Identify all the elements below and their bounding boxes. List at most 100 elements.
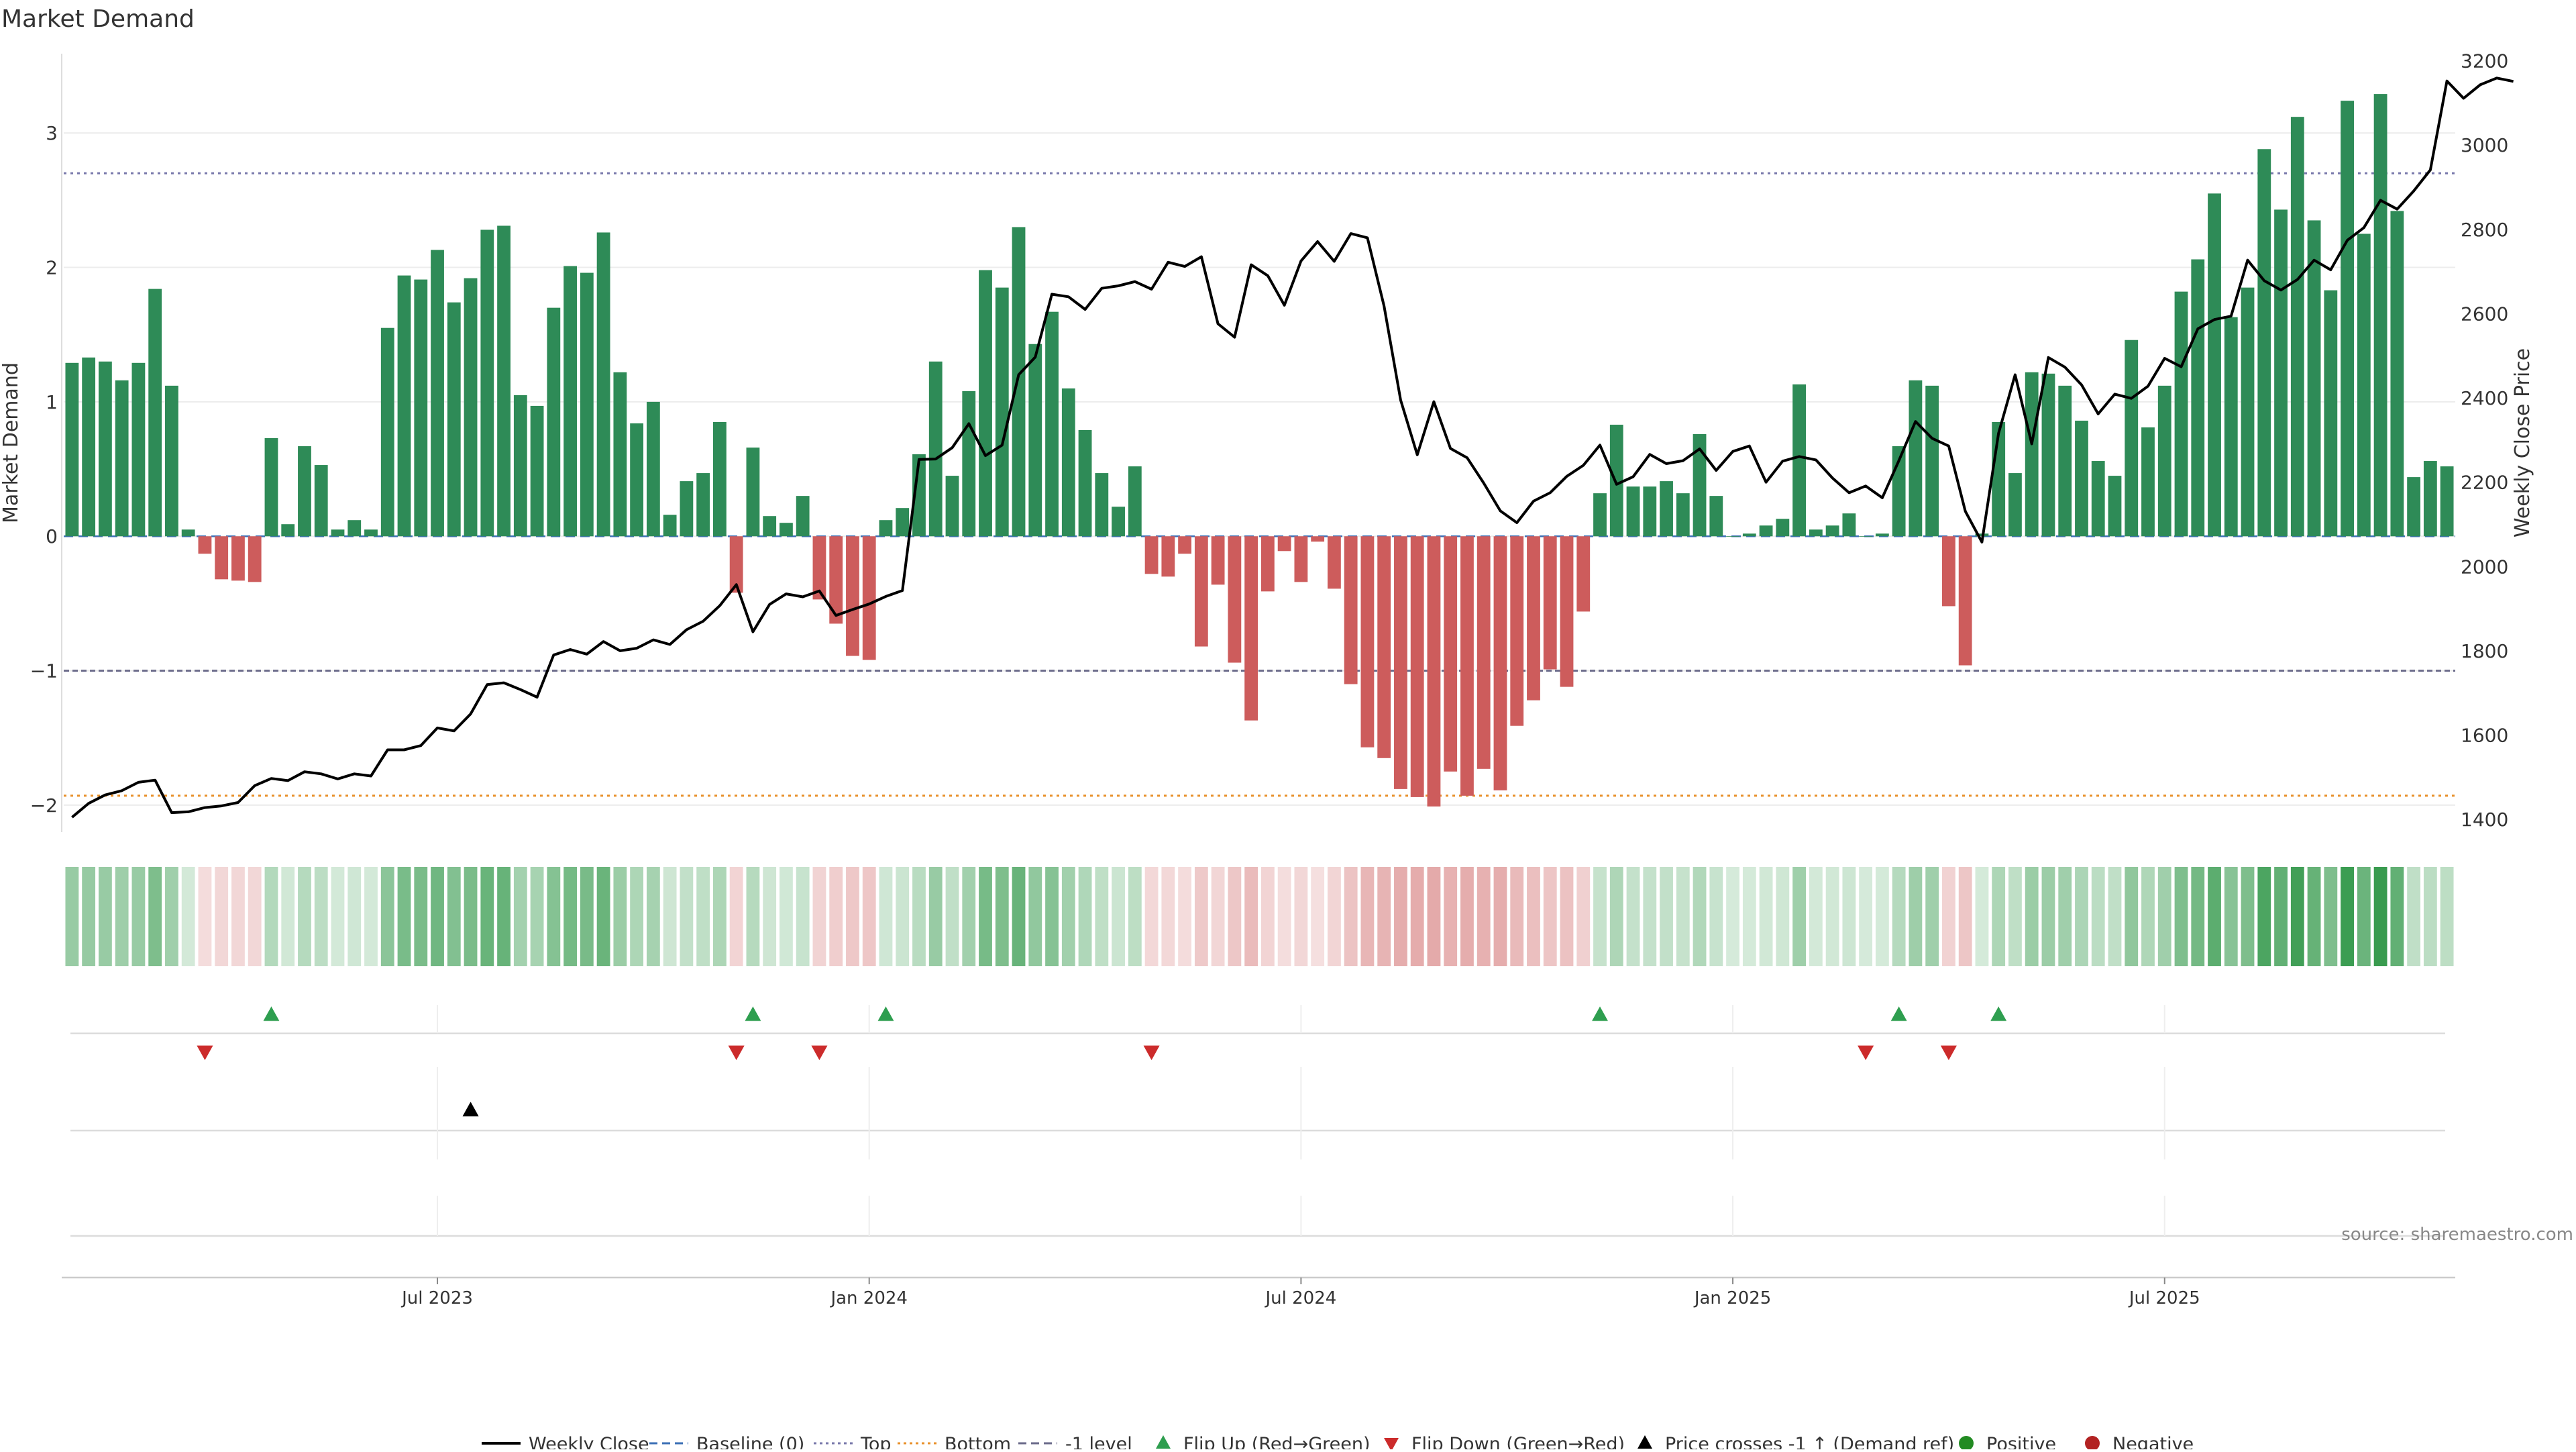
demand-bar: [131, 362, 146, 537]
demand-bar: [264, 437, 278, 537]
legend-swatch-dot: [1959, 1436, 1974, 1451]
y2-tick-label: 2400: [2461, 387, 2508, 409]
demand-bar: [2341, 101, 2354, 537]
demand-bar: [331, 529, 345, 537]
heat-cell: [480, 867, 494, 966]
demand-bar: [2407, 477, 2421, 537]
demand-bar: [1078, 429, 1092, 537]
legend-swatch-triangle-down: [1384, 1438, 1399, 1451]
demand-bar: [2307, 220, 2321, 537]
demand-bar: [1244, 536, 1258, 721]
flip-down-marker: [1143, 1045, 1160, 1060]
flip-up-marker: [263, 1006, 280, 1021]
heat-cell: [862, 867, 876, 966]
heat-cell: [181, 867, 195, 966]
heat-cell: [596, 867, 610, 966]
legend-label: Flip Up (Red→Green): [1183, 1434, 1371, 1449]
demand-bar: [1045, 311, 1059, 537]
demand-bar: [712, 421, 727, 537]
demand-bar: [364, 529, 378, 537]
demand-bar: [314, 465, 328, 537]
demand-bar: [630, 423, 644, 537]
demand-bar: [115, 380, 129, 537]
demand-bar: [696, 473, 710, 537]
heat-cell: [1311, 867, 1325, 966]
demand-bar: [2174, 291, 2188, 537]
heat-cell: [2373, 867, 2387, 966]
demand-bar: [1178, 536, 1191, 554]
heat-cell: [812, 867, 826, 966]
demand-bar: [1477, 536, 1491, 769]
chart-title: Market Demand: [1, 5, 195, 33]
heat-cell: [663, 867, 677, 966]
demand-bar: [1112, 507, 1125, 537]
x-tick-label: Jan 2025: [1693, 1288, 1772, 1308]
demand-bar: [1560, 536, 1574, 687]
demand-bar: [2390, 211, 2404, 537]
demand-bar: [547, 307, 561, 537]
axes: −2 −1 0 1 2 3 1400 1600 1800 2000 2200 2400 2600 2800…: [30, 50, 2508, 832]
flip-up-marker: [1592, 1006, 1609, 1021]
heat-cell: [364, 867, 378, 966]
heat-cell: [945, 867, 959, 966]
heat-cell: [2041, 867, 2055, 966]
demand-bars: [65, 94, 2454, 807]
heat-cell: [846, 867, 859, 966]
legend-label: Negative: [2112, 1434, 2194, 1449]
heat-cell: [2157, 867, 2171, 966]
demand-bar: [414, 279, 428, 537]
heat-cell: [215, 867, 229, 966]
heat-cell: [2423, 867, 2437, 966]
heat-cell: [1875, 867, 1889, 966]
heat-cell: [979, 867, 992, 966]
y-tick-label: −2: [30, 794, 58, 817]
heat-cell: [879, 867, 893, 966]
heat-cell: [1543, 867, 1557, 966]
legend-label: -1 level: [1065, 1434, 1132, 1449]
y2-tick-label: 1800: [2461, 640, 2508, 662]
heat-cell: [1510, 867, 1524, 966]
heat-cell: [613, 867, 627, 966]
heat-cell: [347, 867, 362, 966]
heat-cell: [1178, 867, 1191, 966]
heat-cell: [464, 867, 478, 966]
legend-label: Bottom: [945, 1434, 1011, 1449]
demand-bar: [2041, 373, 2055, 537]
heat-cell: [298, 867, 311, 966]
heat-cell: [1244, 867, 1258, 966]
heat-cell: [1958, 867, 1972, 966]
heat-cell: [1742, 867, 1756, 966]
demand-bar: [248, 536, 262, 582]
heat-cell: [1809, 867, 1823, 966]
heat-cell: [1277, 867, 1291, 966]
demand-bar: [1061, 388, 1075, 537]
heat-cell: [1444, 867, 1458, 966]
heat-cell: [1194, 867, 1208, 966]
demand-bar: [198, 536, 212, 554]
demand-bar: [464, 278, 478, 537]
demand-bar: [1277, 536, 1291, 552]
source-label: source: sharemaestro.com: [2341, 1225, 2573, 1245]
demand-bar: [2423, 461, 2437, 537]
demand-bar: [912, 454, 926, 537]
demand-bar: [663, 515, 677, 537]
demand-bar: [1958, 536, 1972, 666]
demand-bar: [1161, 536, 1175, 577]
heat-cell: [829, 867, 843, 966]
demand-bar: [2274, 209, 2288, 537]
price-cross-marker: [462, 1102, 479, 1117]
heat-cell: [1626, 867, 1640, 966]
heat-cell: [1095, 867, 1109, 966]
heat-cell: [1709, 867, 1723, 966]
demand-bar: [2290, 117, 2304, 537]
legend-label: Weekly Close: [529, 1434, 649, 1449]
heat-cell: [1045, 867, 1059, 966]
heat-cell: [2407, 867, 2421, 966]
reference-lines: [64, 172, 2455, 797]
flip-up-marker: [1890, 1006, 1907, 1021]
weekly-close-line: [71, 76, 2514, 819]
heat-cell: [165, 867, 178, 966]
heat-cell: [530, 867, 544, 966]
heat-cell: [1925, 867, 1939, 966]
